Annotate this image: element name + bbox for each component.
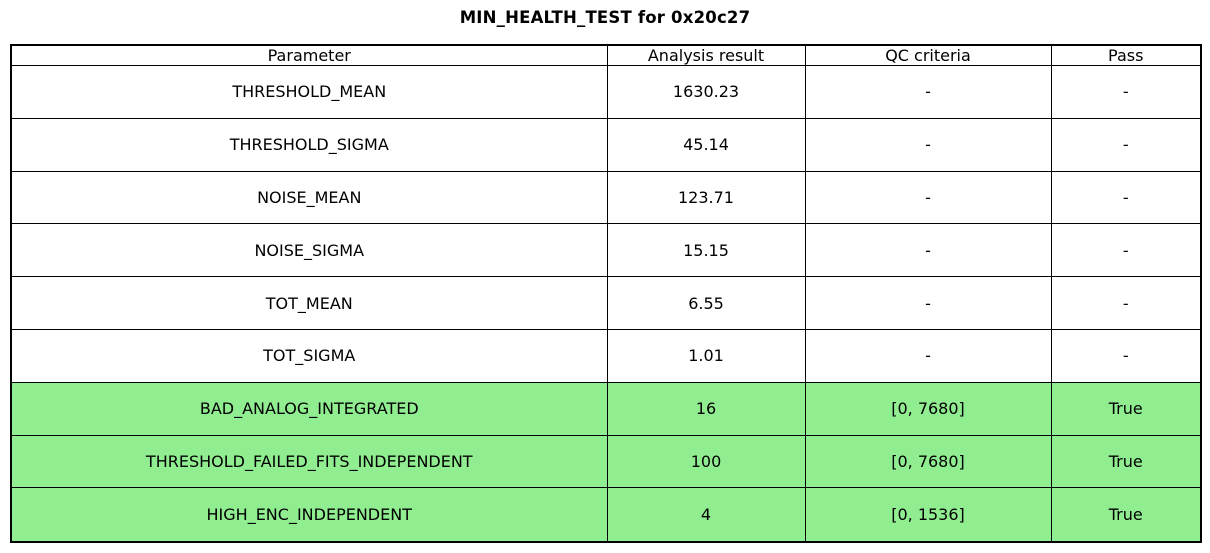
table-row: THRESHOLD_SIGMA 45.14- - — [10, 117, 1202, 172]
cell-analysis-result: 100 — [606, 434, 806, 489]
page-title: MIN_HEALTH_TEST for 0x20c27 — [459, 8, 751, 27]
cell-analysis-result: 123.71 — [606, 170, 806, 225]
table-row: BAD_ANALOG_INTEGRATED 16 [0, 7680] True — [10, 381, 1202, 436]
table-row: NOISE_MEAN 123.71- - — [10, 170, 1202, 225]
cell-qc-criteria: - — [804, 223, 1052, 278]
cell-pass: - — [1050, 65, 1202, 119]
cell-parameter: NOISE_MEAN — [10, 170, 608, 225]
qc-results-table: Parameter Analysis result QC criteria Pa… — [10, 44, 1202, 543]
table-row: THRESHOLD_FAILED_FITS_INDEPENDENT 100 [0, … — [10, 434, 1202, 489]
cell-qc-criteria: - — [804, 117, 1052, 172]
cell-parameter: THRESHOLD_FAILED_FITS_INDEPENDENT — [10, 434, 608, 489]
cell-qc-criteria: [0, 1536] — [804, 487, 1052, 543]
cell-parameter: BAD_ANALOG_INTEGRATED — [10, 381, 608, 436]
cell-pass: - — [1050, 117, 1202, 172]
cell-parameter: THRESHOLD_SIGMA — [10, 117, 608, 172]
table-body: THRESHOLD_MEAN 1630.23- - THRESHOLD_SIGMA 45… — [10, 65, 1202, 543]
cell-pass: - — [1050, 328, 1202, 383]
cell-parameter: NOISE_SIGMA — [10, 223, 608, 278]
cell-pass: - — [1050, 223, 1202, 278]
col-header-pass: Pass — [1050, 44, 1202, 66]
cell-pass: True — [1050, 434, 1202, 489]
cell-analysis-result: 45.14 — [606, 117, 806, 172]
cell-pass: - — [1050, 170, 1202, 225]
cell-qc-criteria: - — [804, 170, 1052, 225]
cell-parameter: TOT_SIGMA — [10, 328, 608, 383]
table-row: NOISE_SIGMA 15.15- - — [10, 223, 1202, 278]
cell-pass: True — [1050, 487, 1202, 543]
table-row: THRESHOLD_MEAN 1630.23- - — [10, 65, 1202, 119]
cell-parameter: THRESHOLD_MEAN — [10, 65, 608, 119]
cell-qc-criteria: - — [804, 328, 1052, 383]
cell-analysis-result: 6.55 — [606, 276, 806, 330]
cell-analysis-result: 1630.23 — [606, 65, 806, 119]
col-header-parameter: Parameter — [10, 44, 608, 66]
cell-analysis-result: 1.01 — [606, 328, 806, 383]
table-row: HIGH_ENC_INDEPENDENT 4 [0, 1536] True — [10, 487, 1202, 543]
cell-qc-criteria: [0, 7680] — [804, 434, 1052, 489]
table-row: TOT_MEAN 6.55- - — [10, 276, 1202, 330]
cell-parameter: HIGH_ENC_INDEPENDENT — [10, 487, 608, 543]
cell-qc-criteria: - — [804, 276, 1052, 330]
cell-pass: True — [1050, 381, 1202, 436]
table-row: TOT_SIGMA 1.01- - — [10, 328, 1202, 383]
cell-pass: - — [1050, 276, 1202, 330]
cell-analysis-result: 4 — [606, 487, 806, 543]
cell-parameter: TOT_MEAN — [10, 276, 608, 330]
cell-analysis-result: 16 — [606, 381, 806, 436]
col-header-analysis-result: Analysis result — [606, 44, 806, 66]
cell-qc-criteria: - — [804, 65, 1052, 119]
cell-qc-criteria: [0, 7680] — [804, 381, 1052, 436]
header-row: Parameter Analysis result QC criteria Pa… — [10, 44, 1202, 66]
cell-analysis-result: 15.15 — [606, 223, 806, 278]
col-header-qc-criteria: QC criteria — [804, 44, 1052, 66]
